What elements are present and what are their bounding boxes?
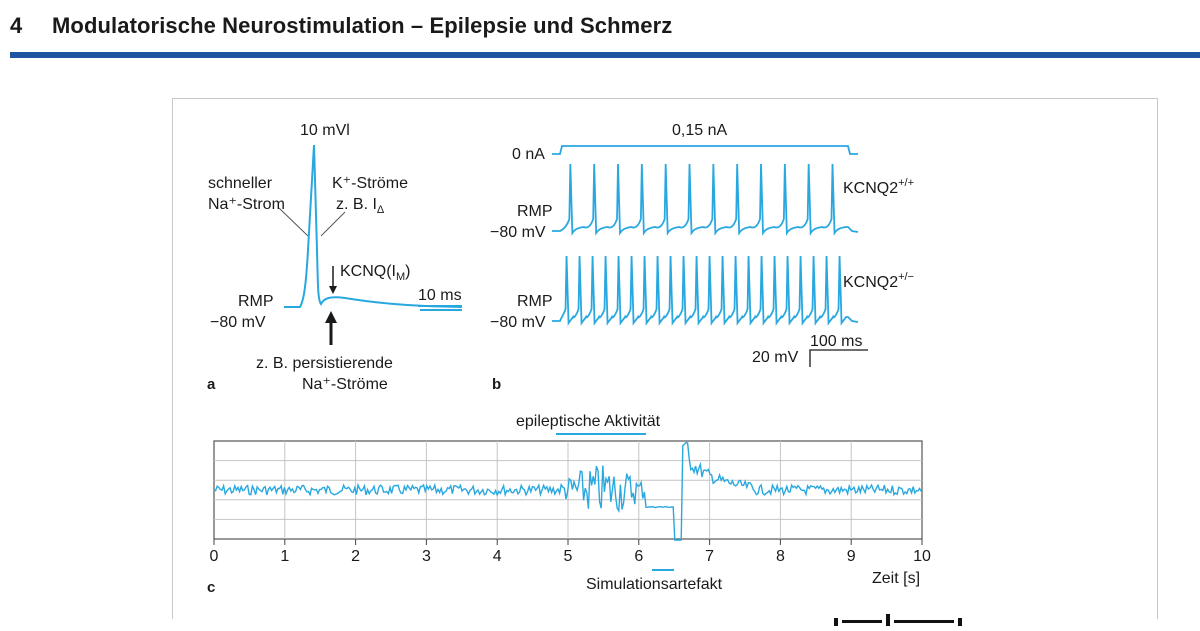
- panel-a-scale-top: 10 mVl: [300, 122, 350, 139]
- panel-b-time-scale: 100 ms: [810, 333, 862, 350]
- panel-b-rmp-value-2: −80 mV: [490, 314, 546, 331]
- eeg-x-tick-label: 2: [351, 548, 360, 565]
- panel-a-rmp: RMP: [238, 293, 274, 310]
- panel-c: epileptische Aktivität 0 1 2 3 4 5 6 7 8 9 10 Zeit…: [207, 413, 931, 596]
- panel-a-rmp-value: −80 mV: [210, 314, 266, 331]
- eeg-x-tick-label: 9: [847, 548, 856, 565]
- eeg-x-tick-label: 3: [422, 548, 431, 565]
- next-page-fragment: [820, 612, 1040, 626]
- panel-b-rmp-1: RMP: [517, 203, 553, 220]
- eeg-x-tick-label: 4: [493, 548, 502, 565]
- panel-b: 0,15 nA 0 nA RMP −80 mV KCNQ2+/+ RMP −80…: [490, 122, 914, 393]
- persistent-na-label-1: z. B. persistierende: [256, 355, 393, 372]
- eeg-x-axis-label: Zeit [s]: [872, 570, 920, 587]
- persistent-na-arrow-head: [325, 311, 337, 323]
- panel-a: 10 mVl schneller Na⁺-Strom K⁺-Ströme z. …: [207, 122, 463, 393]
- stim-current-trace: [552, 145, 858, 155]
- fast-na-label-1: schneller: [208, 175, 273, 192]
- kcnq-label: KCNQ(IM): [340, 263, 411, 283]
- action-potential-trace: [284, 144, 463, 308]
- eeg-x-tick-label: 6: [634, 548, 643, 565]
- eeg-x-tick-label: 5: [564, 548, 573, 565]
- fast-na-pointer: [278, 207, 309, 237]
- panel-a-label: a: [207, 376, 216, 393]
- panel-b-voltage-scale: 20 mV: [752, 349, 799, 366]
- kcnq2-het-trace: [552, 255, 859, 326]
- eeg-x-tick-label: 7: [705, 548, 714, 565]
- zero-current-label: 0 nA: [512, 146, 545, 163]
- stim-current-label: 0,15 nA: [672, 122, 727, 139]
- epileptic-activity-label: epileptische Aktivität: [516, 413, 661, 430]
- panel-b-rmp-value-1: −80 mV: [490, 224, 546, 241]
- eeg-x-tick-label: 1: [280, 548, 289, 565]
- persistent-na-label-2: Na⁺-Ströme: [302, 376, 388, 393]
- panel-b-label: b: [492, 376, 501, 393]
- kcnq-arrow-head: [329, 286, 337, 294]
- eeg-x-tick-label: 10: [913, 548, 931, 565]
- genotype-wt-label: KCNQ2+/+: [843, 177, 914, 197]
- kcnq2-wt-trace: [552, 163, 859, 236]
- artifact-label: Simulationsartefakt: [586, 576, 723, 593]
- panel-c-label: c: [207, 579, 215, 596]
- eeg-x-tick-label: 8: [776, 548, 785, 565]
- genotype-het-label: KCNQ2+/−: [843, 271, 914, 291]
- chapter-header: 4 Modulatorische Neurostimulation – Epil…: [0, 0, 1200, 62]
- eeg-x-tick-label: 0: [210, 548, 219, 565]
- header-rule: [10, 52, 1200, 58]
- chapter-title: Modulatorische Neurostimulation – Epilep…: [52, 13, 673, 38]
- eeg-x-ticks: 0 1 2 3 4 5 6 7 8 9 10: [210, 539, 931, 565]
- k-currents-pointer: [320, 211, 346, 237]
- k-currents-label-2: z. B. IΔ: [336, 196, 385, 216]
- panel-b-scale-bar: [809, 349, 868, 367]
- fast-na-label-2: Na⁺-Strom: [208, 196, 285, 213]
- panel-b-rmp-2: RMP: [517, 293, 553, 310]
- panel-a-time-scale: 10 ms: [418, 287, 462, 304]
- eeg-trace: [213, 441, 922, 541]
- chapter-number: 4: [10, 13, 23, 38]
- k-currents-label-1: K⁺-Ströme: [332, 175, 408, 192]
